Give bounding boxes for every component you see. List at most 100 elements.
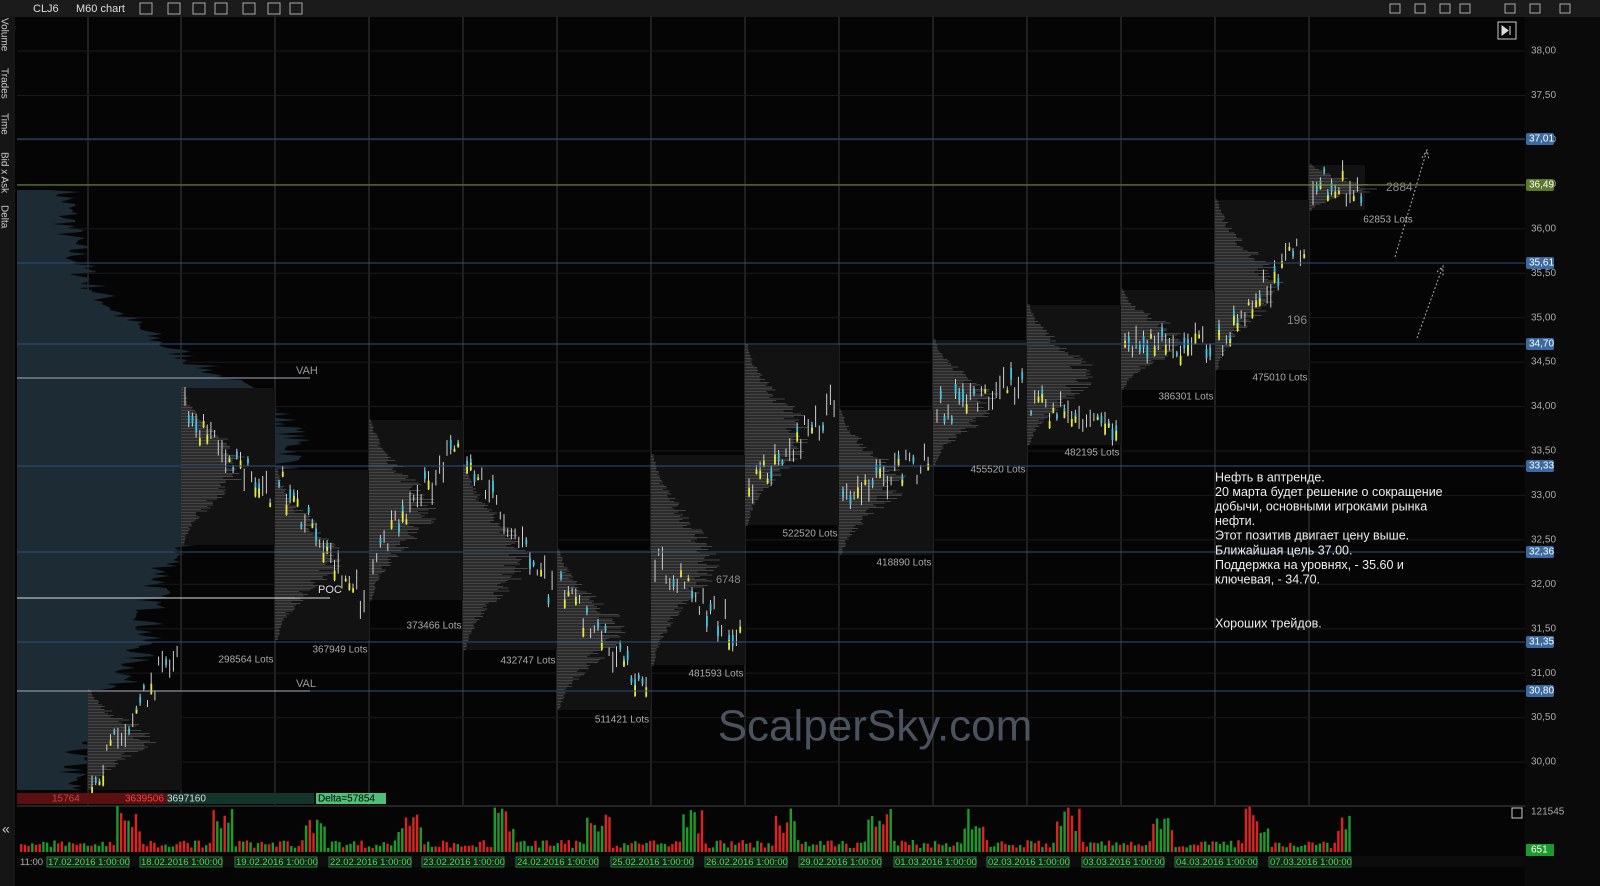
window-button[interactable]: [1389, 3, 1401, 14]
collapse-button[interactable]: «: [2, 821, 10, 837]
side-tab[interactable]: Time: [0, 113, 9, 135]
close-volume[interactable]: [1511, 807, 1523, 819]
bars-ask: [1124, 333, 1200, 365]
lots-label: 418890 Lots: [876, 558, 931, 569]
day-profile: [1215, 199, 1284, 370]
toolbar-button[interactable]: [139, 2, 153, 15]
price-label: 30,50: [1531, 712, 1556, 723]
date-label: 18.02.2016 1:00:00: [141, 857, 223, 868]
lots-label: 522520 Lots: [782, 529, 837, 540]
footer-delta: Delta=57854: [318, 794, 375, 805]
date-badge: [798, 856, 882, 868]
day-profile: [839, 409, 907, 555]
price-label: 31,00: [1531, 668, 1556, 679]
level-label: 32,36: [1529, 547, 1554, 558]
bars-bid: [560, 573, 644, 692]
window-button[interactable]: [1529, 3, 1541, 14]
window-button[interactable]: [1439, 3, 1451, 14]
level-badge: [1526, 257, 1554, 269]
price-label: 35,00: [1531, 312, 1556, 323]
date-label: 01.03.2016 1:00:00: [895, 857, 977, 868]
chart-type[interactable]: M60 chart: [76, 3, 125, 15]
footer-pos: [167, 793, 314, 804]
date-badge: [986, 856, 1070, 868]
lots-label: 367949 Lots: [312, 645, 367, 656]
price-label: 31,50: [1531, 623, 1556, 634]
toolbar-button[interactable]: [167, 2, 181, 15]
volume-axis-label: 121545: [1531, 807, 1565, 818]
date-label: 19.02.2016 1:00:00: [236, 857, 318, 868]
date-label: 29.02.2016 1:00:00: [800, 857, 882, 868]
lots-label: 475010 Lots: [1252, 373, 1307, 384]
annotation-line: Хороших трейдов.: [1215, 616, 1322, 630]
date-badge: [1174, 856, 1258, 868]
val-label: VAL: [296, 678, 316, 690]
date-label: 24.02.2016 1:00:00: [517, 857, 599, 868]
level-badge: [1526, 338, 1554, 350]
lots-label: 432747 Lots: [500, 656, 555, 667]
date-badge: [234, 856, 318, 868]
lots-label: 482195 Lots: [1064, 448, 1119, 459]
window-button[interactable]: [1504, 3, 1516, 14]
toolbar-button[interactable]: [214, 2, 228, 15]
scroll-end-icon: [1501, 25, 1511, 36]
vah-label: VAH: [296, 365, 318, 377]
footer-value: 3639506: [125, 794, 164, 805]
level-label: 35,61: [1529, 258, 1554, 269]
annotation-line: Ближайшая цель 37.00.: [1215, 543, 1352, 557]
scroll-end-button[interactable]: [1497, 21, 1517, 40]
symbol[interactable]: CLJ6: [33, 3, 59, 15]
toolbar-button[interactable]: [289, 2, 303, 15]
toolbar-button[interactable]: [242, 2, 256, 15]
side-tab[interactable]: Trades: [0, 68, 9, 99]
date-label: 03.03.2016 1:00:00: [1083, 857, 1165, 868]
footer-delta-bg: [316, 793, 386, 804]
level-badge: [1526, 546, 1554, 558]
bars-bid: [278, 481, 329, 551]
day-profile: [1027, 304, 1093, 445]
lots-label: 511421 Lots: [595, 715, 649, 726]
toolbar-button[interactable]: [267, 2, 281, 15]
date-badge: [328, 856, 412, 868]
level-label: 34,70: [1529, 339, 1554, 350]
annotation-line: Нефть в аптренде.: [1215, 470, 1325, 484]
price-label: 33,50: [1531, 446, 1556, 457]
toolbar-button[interactable]: [192, 2, 206, 15]
volume-mark: 2884: [1386, 180, 1413, 194]
date-label: 25.02.2016 1:00:00: [612, 857, 694, 868]
date-label: 17.02.2016 1:00:00: [48, 857, 130, 868]
volume-mark: 6748: [716, 574, 740, 586]
window-button[interactable]: [1559, 3, 1571, 14]
annotation-line: 20 марта будет решение о сокращение: [1215, 485, 1443, 499]
price-label: 33,00: [1531, 490, 1556, 501]
volume-bars-down: [20, 806, 1344, 852]
day-profile-bg: [275, 470, 369, 640]
level-badge: [1526, 685, 1554, 697]
lots-label: 455520 Lots: [970, 465, 1025, 476]
date-label: 04.03.2016 1:00:00: [1176, 857, 1258, 868]
window-button[interactable]: [1459, 3, 1471, 14]
annotation-line: Поддержка на уровнях, - 35.60 и: [1215, 558, 1404, 572]
date-label: 22.02.2016 1:00:00: [330, 857, 412, 868]
date-label: 07.03.2016 1:00:00: [1270, 857, 1352, 868]
side-tab[interactable]: Delta: [0, 205, 9, 229]
side-panel: [0, 17, 15, 886]
price-label: 32,00: [1531, 579, 1556, 590]
side-tab[interactable]: Volume: [0, 18, 9, 52]
bars-ask: [91, 683, 153, 797]
day-profile-bg: [839, 410, 933, 555]
poc-label: POC: [318, 584, 342, 596]
date-badge: [704, 856, 788, 868]
price-label: 37,50: [1531, 90, 1556, 101]
date-label: 11:00: [20, 857, 43, 868]
price-label: 36,00: [1531, 223, 1556, 234]
toolbar: [0, 0, 1600, 17]
date-badge: [515, 856, 599, 868]
side-tab[interactable]: Bid x Ask: [0, 152, 9, 194]
date-label: 23.02.2016 1:00:00: [423, 857, 505, 868]
price-label: 30,00: [1531, 757, 1556, 768]
footer-value: 15764: [52, 794, 80, 805]
window-button[interactable]: [1414, 3, 1426, 14]
date-badge: [139, 856, 223, 868]
